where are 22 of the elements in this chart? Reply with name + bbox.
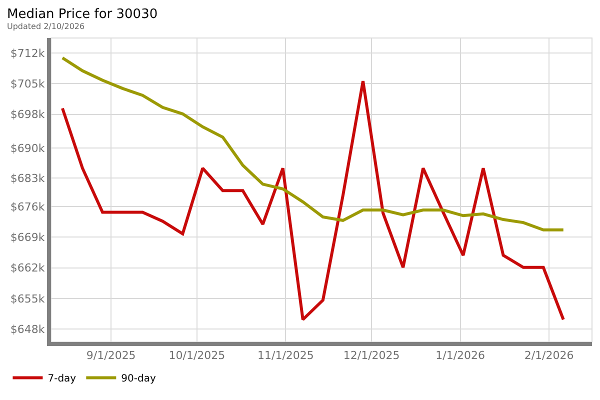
y-tick-label: $648k — [10, 322, 46, 336]
legend-label: 90-day — [121, 374, 156, 385]
y-tick-label: $676k — [10, 200, 46, 214]
chart-title: Median Price for 30030 — [7, 7, 158, 22]
y-tick-label: $712k — [10, 46, 46, 60]
y-tick-label: $655k — [10, 292, 46, 306]
y-tick-label: $698k — [10, 108, 46, 122]
line-series — [60, 56, 565, 232]
y-tick-label: $683k — [10, 172, 46, 185]
y-tick-label: $690k — [10, 142, 46, 155]
legend-label: 7-day — [48, 374, 76, 385]
x-tick-label: 1/1/2026 — [436, 349, 486, 362]
x-tick-label: 12/1/2025 — [343, 349, 400, 362]
line-series — [60, 80, 565, 322]
y-tick-label: $662k — [10, 262, 46, 275]
y-tick-label: $705k — [10, 78, 46, 91]
x-tick-label: 10/1/2025 — [168, 349, 226, 362]
x-tick-label: 9/1/2025 — [86, 349, 136, 362]
x-tick-label: 11/1/2025 — [258, 349, 314, 362]
y-tick-label: $669k — [10, 231, 46, 244]
chart-subtitle: Updated 2/10/2026 — [7, 22, 85, 31]
x-tick-label: 2/1/2026 — [524, 349, 574, 362]
